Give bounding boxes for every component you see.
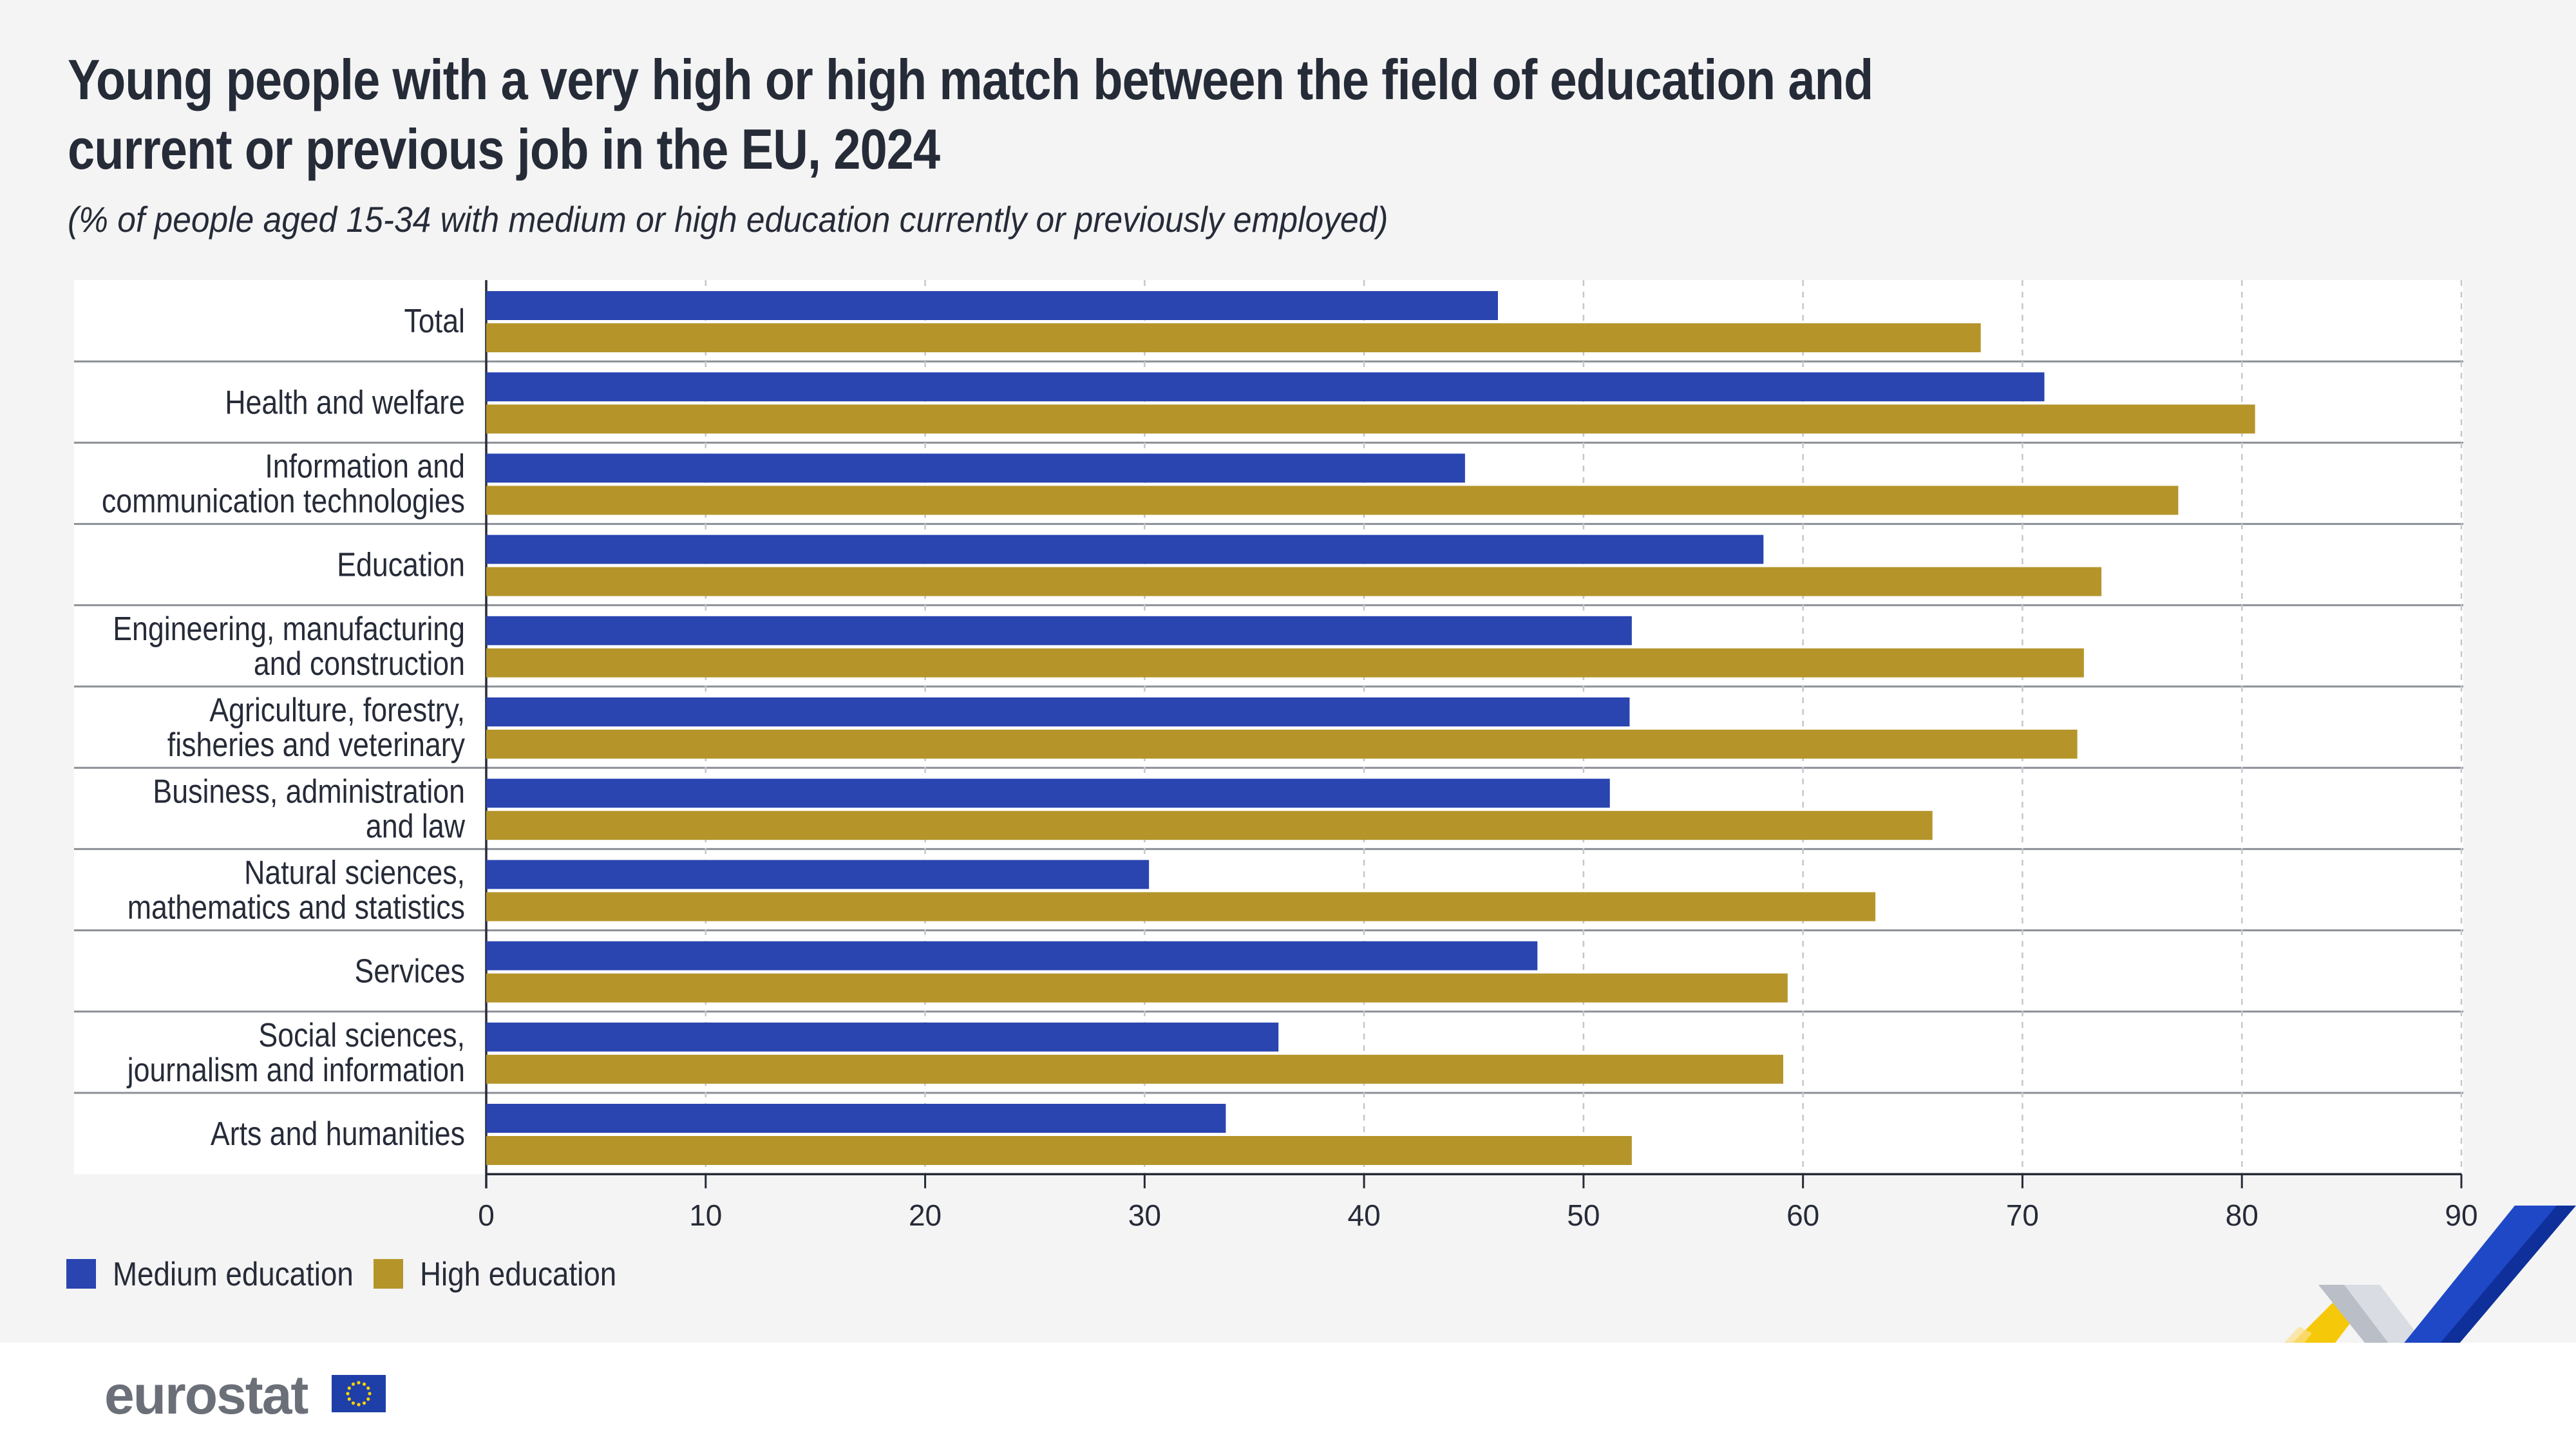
legend: Medium education High education (66, 1256, 616, 1293)
bar-high-education (486, 567, 2102, 596)
tick-label: 40 (1348, 1198, 1381, 1232)
bar-marks (486, 291, 2255, 1165)
legend-label: Medium education (113, 1256, 354, 1293)
bar-medium-education (486, 616, 1632, 645)
bar-medium-education (486, 860, 1150, 889)
legend-swatch (66, 1259, 96, 1289)
bar-high-education (486, 648, 2084, 677)
bar-high-education (486, 730, 2078, 759)
tick-label: 80 (2226, 1198, 2259, 1232)
bar-high-education (486, 404, 2255, 434)
bar-medium-education (486, 1104, 1226, 1133)
bar-high-education (486, 1136, 1632, 1165)
bar-high-education (486, 486, 2179, 515)
bar-high-education (486, 811, 1933, 840)
bar-high-education (486, 323, 1981, 352)
category-label: Business, administration and law (153, 773, 465, 845)
category-label: Engineering, manufacturing and constructi… (113, 611, 465, 683)
category-label: Health and welfare (225, 384, 465, 421)
bar-high-education (486, 1054, 1783, 1084)
category-label: Social sciences, journalism and informati… (126, 1017, 465, 1089)
chart-title: Young people with a very high or high ma… (68, 48, 1873, 181)
bar-medium-education (486, 372, 2045, 402)
tick-label: 60 (1786, 1198, 1819, 1232)
bar-high-education (486, 973, 1788, 1003)
category-label: Services (355, 953, 465, 990)
chart-subtitle: (% of people aged 15-34 with medium or h… (68, 199, 1388, 240)
bar-medium-education (486, 779, 1610, 808)
bar-medium-education (486, 697, 1630, 726)
category-label: Information and communication technologie… (102, 448, 465, 520)
legend-swatch (374, 1259, 403, 1289)
bar-medium-education (486, 941, 1538, 971)
tick-label: 70 (2006, 1198, 2039, 1232)
category-label: Arts and humanities (211, 1115, 465, 1153)
category-labels: Total Health and welfare Information and co… (102, 303, 466, 1153)
legend-label: High education (420, 1256, 616, 1293)
eu-flag-icon (332, 1375, 386, 1412)
tick-label: 20 (909, 1198, 942, 1232)
tick-label: 50 (1567, 1198, 1600, 1232)
category-label: Agriculture, forestry, fisheries and vete… (167, 692, 466, 764)
footer (0, 1343, 2576, 1449)
bar-medium-education (486, 291, 1498, 320)
category-label: Total (404, 303, 465, 340)
bar-medium-education (486, 1022, 1279, 1052)
tick-label: 90 (2445, 1198, 2477, 1232)
bar-high-education (486, 892, 1876, 922)
x-axis-ticks: 0 10 20 30 40 50 60 70 80 90 (478, 1174, 2478, 1232)
eurostat-logo-text: eurostat (104, 1365, 308, 1425)
category-label: Natural sciences, mathematics and statist… (128, 854, 465, 926)
tick-label: 0 (478, 1198, 495, 1232)
bar-medium-education (486, 453, 1465, 483)
tick-label: 10 (689, 1198, 722, 1232)
category-label: Education (337, 547, 465, 584)
bar-medium-education (486, 535, 1764, 564)
tick-label: 30 (1128, 1198, 1161, 1232)
